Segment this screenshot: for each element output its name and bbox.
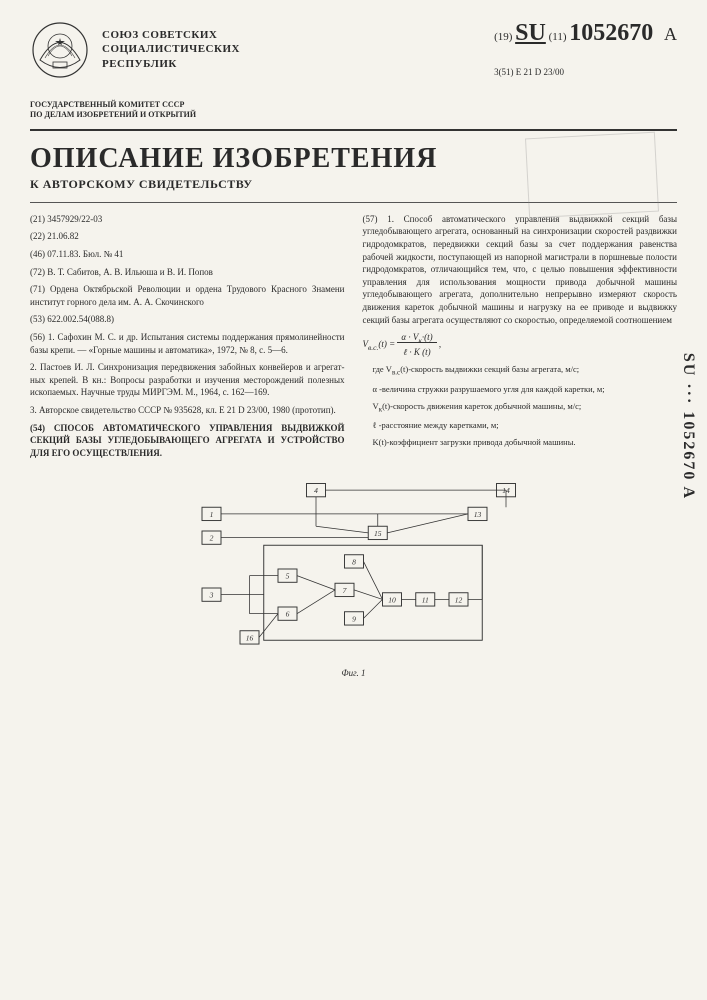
side-label: SU ··· 1052670 A xyxy=(679,353,697,500)
classification: 3(51) E 21 D 23/00 xyxy=(494,67,677,77)
svg-text:5: 5 xyxy=(285,572,289,581)
def-5: K(t)-коэффициент загрузки привода до­быч… xyxy=(363,437,678,449)
suffix-a: A xyxy=(664,24,677,44)
committee-line1: ГОСУДАРСТВЕННЫЙ КОМИТЕТ СССР xyxy=(30,100,184,109)
field-54: (54) СПОСОБ АВТОМАТИЧЕСКОГО УП­РАВЛЕНИЯ … xyxy=(30,422,345,460)
right-column: (57) 1. Способ автоматического управлени… xyxy=(363,213,678,465)
committee-line2: ПО ДЕЛАМ ИЗОБРЕТЕНИЙ И ОТКРЫТИЙ xyxy=(30,110,196,119)
field-57-main: (57) 1. Способ автоматического управлени… xyxy=(363,213,678,326)
svg-text:8: 8 xyxy=(352,558,356,567)
svg-text:9: 9 xyxy=(352,615,356,624)
field-22: (22) 21.06.82 xyxy=(30,230,345,243)
svg-text:3: 3 xyxy=(208,591,213,600)
svg-text:16: 16 xyxy=(245,634,253,643)
union-line1: СОЮЗ СОВЕТСКИХ xyxy=(102,29,217,41)
field-72: (72) В. Т. Сабитов, А. В. Ильюша и В. И.… xyxy=(30,266,345,279)
su-code: SU xyxy=(515,20,546,46)
left-column: (21) 3457929/22-03 (22) 21.06.82 (46) 07… xyxy=(30,213,345,465)
svg-text:11: 11 xyxy=(421,596,428,605)
def-2: α -величина стружки разрушаемого угля дл… xyxy=(363,384,678,396)
block-diagram: 12316456789101112131415 xyxy=(174,474,534,664)
svg-text:15: 15 xyxy=(373,529,381,538)
fig-label: Фиг. 1 xyxy=(30,668,677,678)
def-3: Vк(t)-скорость движения кареток добыч­но… xyxy=(363,401,678,416)
header-row: СОЮЗ СОВЕТСКИХ СОЦИАЛИСТИЧЕСКИХ РЕСПУБЛИ… xyxy=(30,20,677,85)
svg-text:6: 6 xyxy=(285,610,289,619)
union-text: СОЮЗ СОВЕТСКИХ СОЦИАЛИСТИЧЕСКИХ РЕСПУБЛИ… xyxy=(102,28,482,71)
svg-text:13: 13 xyxy=(473,510,481,519)
header-text-block: СОЮЗ СОВЕТСКИХ СОЦИАЛИСТИЧЕСКИХ РЕСПУБЛИ… xyxy=(102,20,482,71)
field-56-3: 3. Авторское свидетельство СССР № 935628… xyxy=(30,404,345,417)
field-56-2: 2. Пастоев И. Л. Синхронизация пере­движ… xyxy=(30,361,345,399)
field-46: (46) 07.11.83. Бюл. № 41 xyxy=(30,248,345,261)
prefix-19: (19) xyxy=(494,31,512,43)
field-71: (71) Ордена Октябрьской Революции и ор­д… xyxy=(30,283,345,308)
svg-text:10: 10 xyxy=(388,596,396,605)
svg-text:2: 2 xyxy=(209,534,213,543)
def-4: ℓ -расстояние между каретками, м; xyxy=(363,420,678,432)
content-columns: (21) 3457929/22-03 (22) 21.06.82 (46) 07… xyxy=(30,213,677,465)
svg-text:1: 1 xyxy=(209,510,213,519)
diagram-container: 12316456789101112131415 xyxy=(30,474,677,664)
state-emblem xyxy=(30,20,90,80)
svg-text:12: 12 xyxy=(454,596,462,605)
field-21: (21) 3457929/22-03 xyxy=(30,213,345,226)
def-1: где Vв.с(t)-скорость выдвижки секций баз… xyxy=(363,364,678,379)
union-line2: СОЦИАЛИСТИЧЕСКИХ xyxy=(102,43,240,55)
prefix-11: (11) xyxy=(549,31,567,43)
field-53: (53) 622.002.54(088.8) xyxy=(30,313,345,326)
stamp-overlay xyxy=(525,132,659,219)
formula: Vв.с.(t) = α · Vк·(t)ℓ · K (t) , xyxy=(363,331,678,359)
divider-top xyxy=(30,129,677,131)
field-56-1: (56) 1. Сафохин М. С. и др. Испытания си… xyxy=(30,331,345,356)
union-line3: РЕСПУБЛИК xyxy=(102,58,177,70)
patent-number: (19) SU (11) 1052670 A 3(51) E 21 D 23/0… xyxy=(494,20,677,85)
svg-text:4: 4 xyxy=(314,486,318,495)
patent-num: 1052670 xyxy=(569,20,653,46)
committee-block: ГОСУДАРСТВЕННЫЙ КОМИТЕТ СССР ПО ДЕЛАМ ИЗ… xyxy=(30,100,677,121)
